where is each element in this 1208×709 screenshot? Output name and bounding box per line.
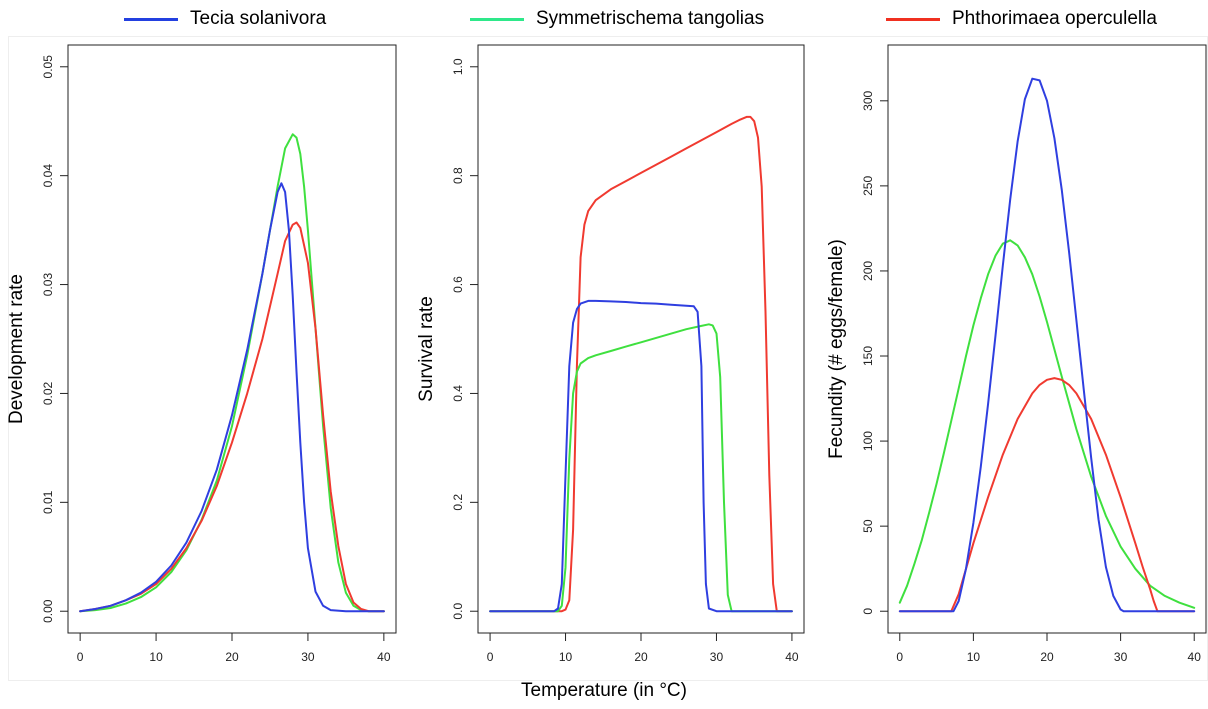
series-line-symmetrischema-survival bbox=[489, 323, 793, 613]
series-line-phthorimaea-development bbox=[79, 221, 385, 613]
x-tick-label-survival: 30 bbox=[710, 650, 724, 664]
y-axis-title-development: Development rate bbox=[6, 274, 27, 424]
series-line-tecia-fecundity bbox=[898, 77, 1196, 613]
legend-item-phthorimaea: Phthorimaea operculella bbox=[886, 8, 1157, 30]
y-tick-label-development: 0.03 bbox=[41, 273, 55, 297]
series-line-tecia-survival bbox=[489, 299, 793, 613]
y-tick-label-survival: 0.8 bbox=[451, 167, 465, 184]
x-tick-label-development: 40 bbox=[377, 650, 391, 664]
legend-label-tecia: Tecia solanivora bbox=[190, 8, 327, 29]
legend-swatch-symmetrischema bbox=[470, 17, 524, 21]
y-tick-label-fecundity: 0 bbox=[861, 608, 875, 615]
x-tick-label-survival: 40 bbox=[785, 650, 799, 664]
y-tick-label-fecundity: 50 bbox=[861, 519, 875, 533]
y-tick-label-fecundity: 200 bbox=[861, 261, 875, 281]
y-tick-label-fecundity: 250 bbox=[861, 176, 875, 196]
legend-swatch-phthorimaea bbox=[886, 17, 940, 21]
x-tick-label-survival: 0 bbox=[487, 650, 494, 664]
x-tick-label-fecundity: 40 bbox=[1188, 650, 1202, 664]
y-tick-label-survival: 0.0 bbox=[451, 603, 465, 620]
series-line-phthorimaea-survival bbox=[489, 115, 793, 613]
y-axis-title-survival: Survival rate bbox=[416, 296, 437, 402]
y-tick-label-survival: 0.2 bbox=[451, 494, 465, 511]
panel-survival: 0 10 20 30 40 0.0 0.2 0.4 0.6 0.8 1.0 Survival rate bbox=[416, 44, 805, 664]
y-tick-label-survival: 1.0 bbox=[451, 58, 465, 75]
series-line-symmetrischema-fecundity bbox=[898, 239, 1196, 609]
x-tick-label-fecundity: 20 bbox=[1040, 650, 1054, 664]
y-tick-label-development: 0.00 bbox=[41, 599, 55, 623]
x-tick-label-development: 10 bbox=[149, 650, 163, 664]
x-tick-label-development: 20 bbox=[225, 650, 239, 664]
y-tick-label-survival: 0.4 bbox=[451, 385, 465, 402]
x-tick-label-fecundity: 30 bbox=[1114, 650, 1128, 664]
series-line-phthorimaea-fecundity bbox=[898, 377, 1196, 613]
y-tick-label-fecundity: 150 bbox=[861, 346, 875, 366]
legend-swatch-tecia bbox=[124, 17, 178, 21]
y-tick-label-fecundity: 300 bbox=[861, 90, 875, 110]
x-axis-title: Temperature (in °C) bbox=[521, 680, 687, 701]
y-tick-label-development: 0.05 bbox=[41, 55, 55, 79]
x-tick-label-fecundity: 10 bbox=[967, 650, 981, 664]
series-line-symmetrischema-development bbox=[79, 133, 385, 613]
x-tick-label-development: 30 bbox=[301, 650, 315, 664]
panel-fecundity: 0 10 20 30 40 0 50 100 150 200 250 300 Fecundity (# … bbox=[826, 44, 1207, 664]
plot-box-fecundity bbox=[887, 44, 1207, 634]
panel-development: 0 10 20 30 40 0.00 0.01 0.02 0.03 0.04 0.05 Develop… bbox=[6, 44, 397, 664]
legend-item-symmetrischema: Symmetrischema tangolias bbox=[470, 8, 764, 30]
x-tick-label-fecundity: 0 bbox=[896, 650, 903, 664]
y-tick-label-development: 0.04 bbox=[41, 164, 55, 188]
plot-box-survival bbox=[477, 44, 805, 634]
legend-label-symmetrischema: Symmetrischema tangolias bbox=[536, 8, 765, 29]
y-tick-label-development: 0.01 bbox=[41, 490, 55, 514]
legend-label-phthorimaea: Phthorimaea operculella bbox=[952, 8, 1157, 29]
legend-item-tecia: Tecia solanivora bbox=[124, 8, 326, 30]
legend: Tecia solanivora Symmetrischema tangolia… bbox=[0, 0, 1208, 36]
y-tick-label-development: 0.02 bbox=[41, 381, 55, 405]
x-tick-label-survival: 10 bbox=[559, 650, 573, 664]
y-tick-label-fecundity: 100 bbox=[861, 431, 875, 451]
y-tick-label-survival: 0.6 bbox=[451, 276, 465, 293]
y-axis-title-fecundity: Fecundity (# eggs/female) bbox=[826, 239, 847, 459]
series-line-tecia-development bbox=[79, 182, 385, 613]
x-tick-label-survival: 20 bbox=[634, 650, 648, 664]
x-tick-label-development: 0 bbox=[77, 650, 84, 664]
plot-box-development bbox=[67, 44, 397, 634]
